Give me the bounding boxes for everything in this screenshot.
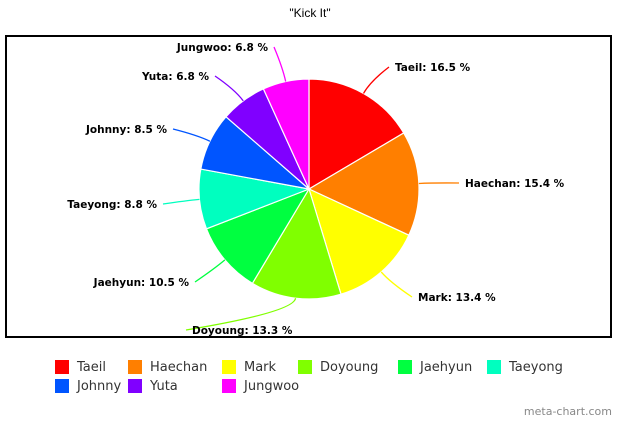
legend-swatch-mark [222,360,236,374]
legend-swatch-haechan [128,360,142,374]
legend-label-yuta: Yuta [150,378,178,394]
legend-item-mark[interactable]: Mark [222,358,276,376]
chart-frame [5,35,612,338]
pie-slice-haechan[interactable] [307,132,420,237]
legend-label-doyoung: Doyoung [320,359,379,375]
legend-label-mark: Mark [244,359,277,375]
slice-label-mark: Mark: 13.4 % [418,292,496,304]
legend-label-taeil: Taeil [77,359,106,375]
legend-swatch-taeil [55,360,69,374]
slice-connector-taeil [362,66,390,94]
slice-label-haechan: Haechan: 15.4 % [465,178,565,190]
legend-item-doyoung[interactable]: Doyoung [298,358,378,376]
pie-slice-doyoung[interactable] [251,187,342,300]
legend-item-taeil[interactable]: Taeil [55,358,106,376]
chart-title: "Kick It" [289,6,331,20]
legend-swatch-johnny [55,379,69,393]
slice-label-yuta: Yuta: 6.8 % [141,71,210,83]
legend-swatch-jungwoo [222,379,236,393]
slice-label-jungwoo: Jungwoo: 6.8 % [176,42,269,54]
slice-connector-jungwoo [273,46,287,82]
slice-connector-jaehyun [194,259,226,283]
legend-swatch-yuta [128,379,142,393]
slice-label-doyoung: Doyoung: 13.3 % [192,325,293,337]
slice-connector-doyoung [185,297,297,331]
legend-swatch-jaehyun [398,360,412,374]
pie-slice-mark[interactable] [308,187,410,295]
slice-connector-haechan [418,182,460,185]
legend-item-johnny[interactable]: Johnny [55,377,121,395]
watermark: meta-chart.com [523,405,612,418]
slice-label-taeil: Taeil: 16.5 % [395,62,471,74]
slice-connector-johnny [172,128,211,142]
pie-slice-jaehyun[interactable] [205,187,311,285]
legend-label-haechan: Haechan [150,359,208,375]
legend-label-johnny: Johnny [77,378,122,394]
legend-label-taeyong: Taeyong [509,359,563,375]
slice-label-johnny: Johnny: 8.5 % [85,124,168,136]
legend-item-yuta[interactable]: Yuta [128,377,178,395]
legend-swatch-doyoung [298,360,312,374]
slice-connector-mark [380,271,413,298]
slice-label-taeyong: Taeyong: 8.8 % [67,199,157,211]
legend-label-jaehyun: Jaehyun [420,359,473,375]
slice-connector-taeyong [162,198,200,205]
legend-item-jaehyun[interactable]: Jaehyun [398,358,472,376]
slice-connector-yuta [214,75,244,102]
slice-label-jaehyun: Jaehyun: 10.5 % [93,277,190,289]
legend-swatch-taeyong [487,360,501,374]
legend-label-jungwoo: Jungwoo [244,378,300,394]
legend-item-jungwoo[interactable]: Jungwoo [222,377,299,395]
legend-item-haechan[interactable]: Haechan [128,358,207,376]
legend-item-taeyong[interactable]: Taeyong [487,358,563,376]
pie-slice-jungwoo[interactable] [262,78,310,190]
